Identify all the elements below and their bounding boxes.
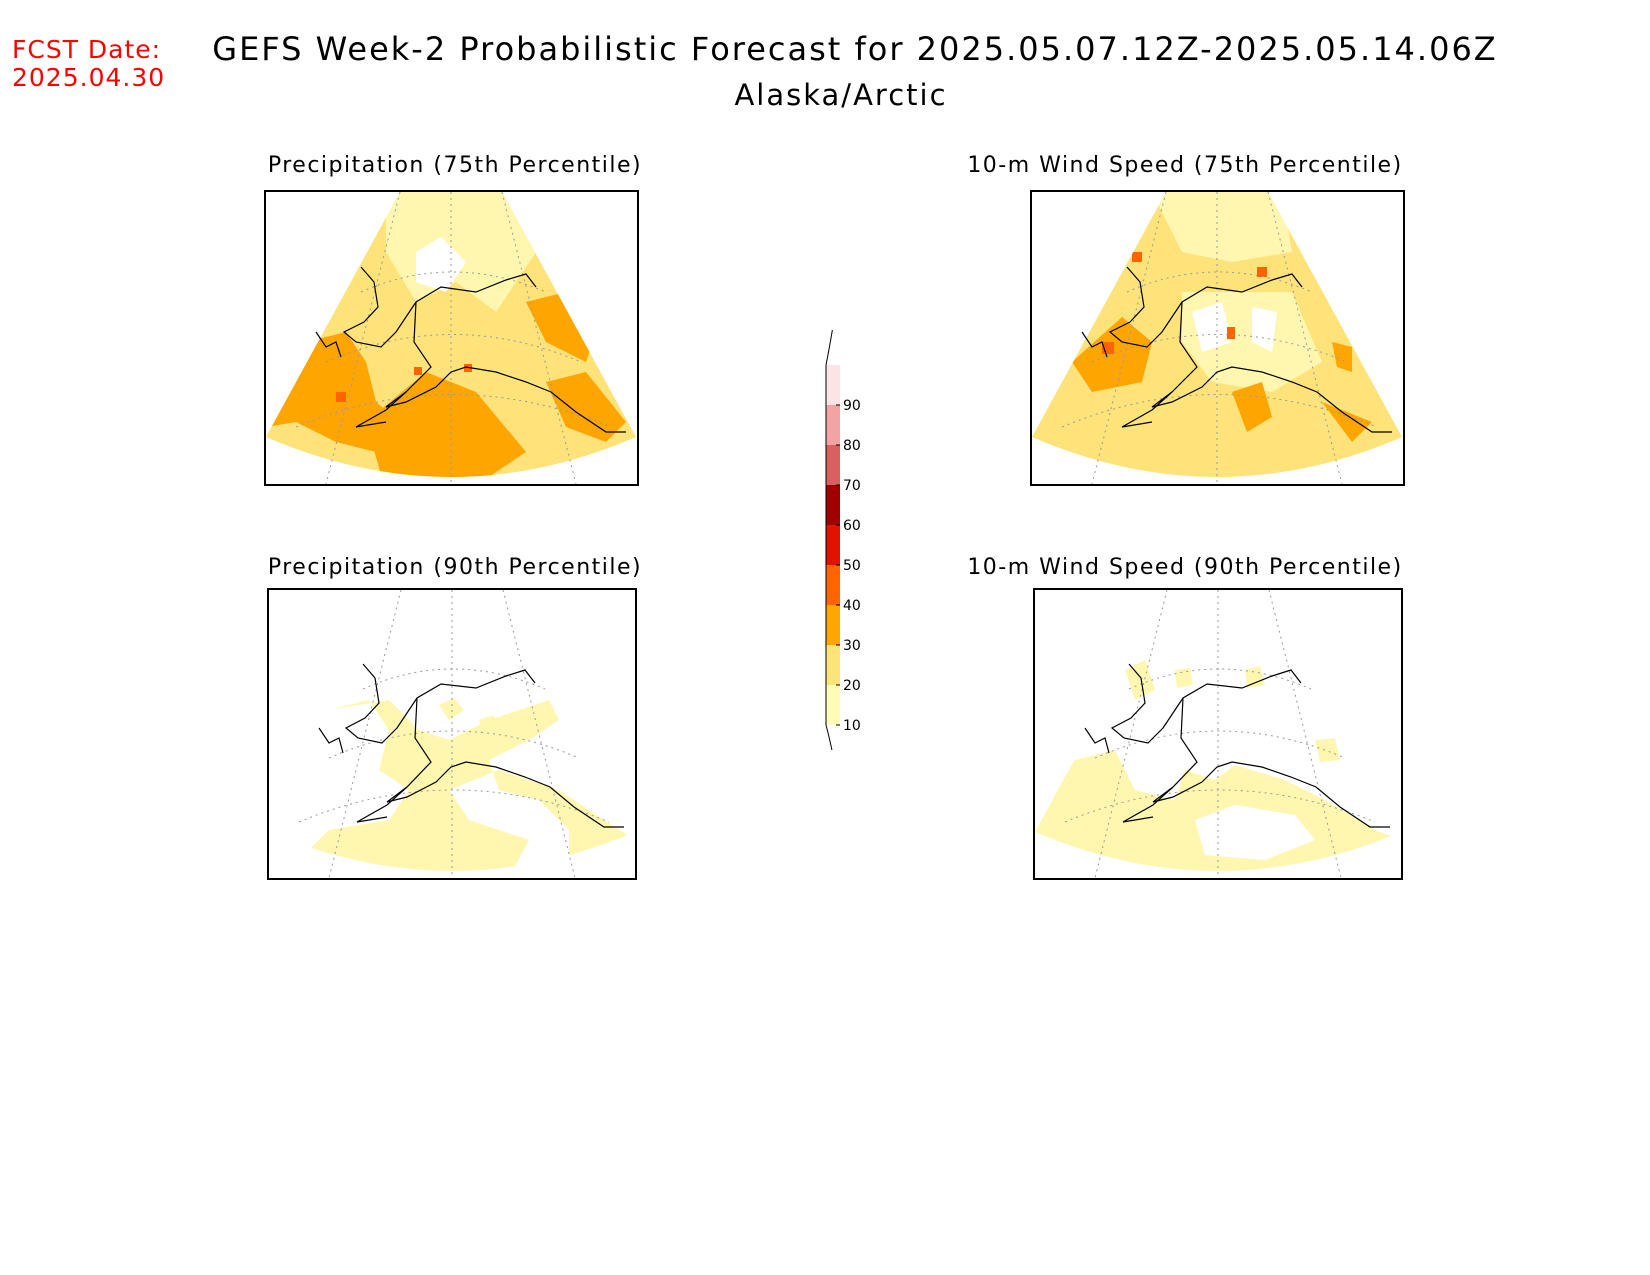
wind-75-orange-west <box>1072 317 1152 392</box>
precip-75-coastline <box>315 266 626 433</box>
precip-90-graticule <box>298 590 610 878</box>
colorbar-label-60: 60 <box>843 518 861 534</box>
wind-75-orange-se <box>1322 402 1372 442</box>
fcst-date-value: 2025.04.30 <box>12 63 166 92</box>
colorbar-label-10: 10 <box>843 718 861 734</box>
wind-75-coastline <box>1081 266 1392 433</box>
colorbar: 10 20 30 40 50 60 70 80 90 <box>825 330 861 750</box>
colorbar-label-30: 30 <box>843 638 861 654</box>
precip-90-light-blob <box>439 698 464 720</box>
wind-75-red-cell-2 <box>1257 267 1267 277</box>
wind-90-light-blob-2 <box>1175 668 1193 688</box>
colorbar-label-40: 40 <box>843 598 861 614</box>
fcst-date: FCST Date: 2025.04.30 <box>12 36 165 92</box>
colorbar-label-90: 90 <box>843 398 861 414</box>
precip-90-coastline <box>318 663 624 828</box>
precip-75-red-cell-2 <box>464 364 472 372</box>
precip-90-light-blob-2 <box>479 715 499 738</box>
colorbar-label-70: 70 <box>843 478 861 494</box>
precip-75-red-cell <box>336 392 346 402</box>
colorbar-box-0 <box>826 685 840 725</box>
wind-75-white-1 <box>1192 302 1232 352</box>
panel-title-precip-90: Precipitation (90th Percentile) <box>267 555 643 580</box>
colorbar-label-80: 80 <box>843 438 861 454</box>
wind-75-orange-gulf <box>1232 382 1272 432</box>
panel-title-wind-75: 10-m Wind Speed (75th Percentile) <box>967 153 1403 178</box>
colorbar-box-3 <box>826 565 840 605</box>
wind-75-red-cell-3 <box>1227 327 1235 339</box>
wind-90-light-blob-3 <box>1245 666 1265 688</box>
colorbar-top-wedge <box>825 330 833 366</box>
wind-90-light-blob-1 <box>1125 660 1155 700</box>
colorbar-box-1 <box>826 645 840 685</box>
colorbar-label-50: 50 <box>843 558 861 574</box>
colorbar-bottom-wedge <box>825 724 833 750</box>
wind-75-white-2 <box>1252 307 1277 352</box>
wind-90-light-blob-4 <box>1315 738 1340 762</box>
wind-90-white-patch <box>1195 805 1315 860</box>
wind-75-light-north <box>1152 192 1292 262</box>
precip-75-white-patch <box>416 237 466 292</box>
wind-75-graticule <box>1061 192 1378 484</box>
panel-title-precip-75: Precipitation (75th Percentile) <box>267 153 643 178</box>
wind-90-graticule <box>1064 590 1376 878</box>
page-title: GEFS Week-2 Probabilistic Forecast for 2… <box>0 30 1650 68</box>
precip-90-light-field <box>309 700 635 871</box>
map-precip-90 <box>267 588 637 880</box>
colorbar-box-5 <box>826 485 840 525</box>
colorbar-box-7 <box>826 405 840 445</box>
colorbar-box-8 <box>826 365 840 405</box>
page-title-text: GEFS Week-2 Probabilistic Forecast for 2… <box>212 30 1498 68</box>
map-wind-75 <box>1030 190 1405 486</box>
wind-75-red-cell-1 <box>1132 252 1142 262</box>
colorbar-box-6 <box>826 445 840 485</box>
precip-75-graticule <box>295 192 612 484</box>
colorbar-box-2 <box>826 605 840 645</box>
precip-75-red-cell-3 <box>414 367 422 375</box>
panel-title-wind-90: 10-m Wind Speed (90th Percentile) <box>967 555 1403 580</box>
map-wind-90 <box>1033 588 1403 880</box>
colorbar-label-20: 20 <box>843 678 861 694</box>
map-precip-75 <box>264 190 639 486</box>
fcst-date-label: FCST Date: <box>12 35 162 64</box>
wind-90-coastline <box>1084 663 1390 828</box>
colorbar-box-4 <box>826 525 840 565</box>
wind-75-orange-east <box>1332 342 1352 372</box>
page-subtitle: Alaska/Arctic <box>734 78 948 112</box>
